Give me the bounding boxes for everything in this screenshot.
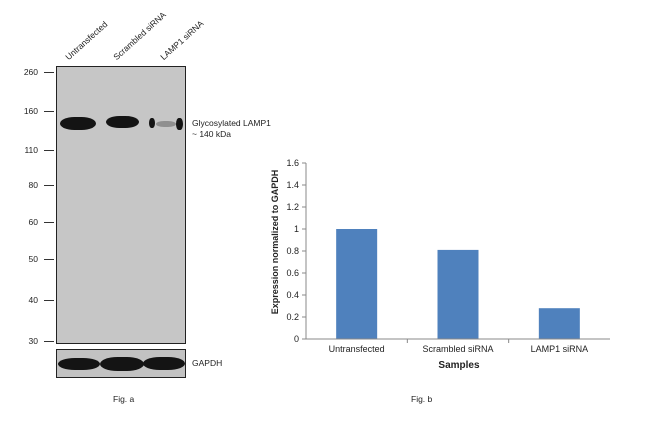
- bar: [538, 308, 580, 339]
- gapdh-band-scrambled-sirna: [100, 357, 144, 371]
- lamp1-blot-panel: [56, 66, 186, 344]
- mw-tick-30: [44, 341, 54, 342]
- band-annotation-name: Glycosylated LAMP1: [192, 118, 271, 128]
- expression-bar-chart: Expression normalized to GAPDH 0 0.2 0.4 0.…: [270, 158, 610, 371]
- x-tick-label: LAMP1 siRNA: [531, 344, 589, 354]
- mw-marker-60: 60: [28, 217, 38, 227]
- y-axis-title-group: Expression normalized to GAPDH: [270, 170, 280, 315]
- mw-tick-60: [44, 222, 54, 223]
- mw-tick-110: [44, 150, 54, 151]
- mw-tick-80: [44, 185, 54, 186]
- bars: [336, 229, 580, 339]
- band-annotation-size: ~ 140 kDa: [192, 129, 231, 139]
- mw-marker-80: 80: [28, 180, 38, 190]
- y-tick-label: 0: [294, 334, 299, 344]
- gapdh-label: GAPDH: [192, 358, 223, 368]
- gapdh-blot-panel: [56, 349, 186, 378]
- mw-tick-50: [44, 259, 54, 260]
- y-tick-label: 1.4: [286, 180, 299, 190]
- mw-marker-260: 260: [23, 67, 38, 77]
- lamp1-band-untransfected: [60, 117, 96, 130]
- lamp1-band-lamp1-sirna-right: [176, 118, 183, 130]
- mw-tick-260: [44, 72, 54, 73]
- lane-label-untransfected: Untransfected: [63, 19, 110, 62]
- lane-label-lamp1-sirna: LAMP1 siRNA: [158, 18, 206, 62]
- mw-marker-50: 50: [28, 254, 38, 264]
- y-tick-label: 1.2: [286, 202, 299, 212]
- y-tick-label: 1: [294, 224, 299, 234]
- lamp1-band-lamp1-sirna-left: [149, 118, 155, 128]
- x-axis-ticks: Untransfected Scrambled siRNA LAMP1 siRNA: [329, 339, 588, 354]
- x-tick-label: Untransfected: [329, 344, 385, 354]
- mw-marker-30: 30: [28, 336, 38, 346]
- gapdh-band-untransfected: [58, 358, 100, 370]
- y-axis-title: Expression normalized to GAPDH: [270, 170, 280, 315]
- figure-b-caption: Fig. b: [411, 394, 433, 404]
- gapdh-band-lamp1-sirna: [143, 357, 185, 370]
- lamp1-band-scrambled-sirna: [106, 116, 139, 128]
- figure-a-caption: Fig. a: [113, 394, 135, 404]
- y-axis-ticks: 0 0.2 0.4 0.6 0.8 1 1.2 1.4 1.6: [286, 158, 306, 344]
- mw-marker-40: 40: [28, 295, 38, 305]
- mw-marker-160: 160: [23, 106, 38, 116]
- y-tick-label: 0.4: [286, 290, 299, 300]
- y-tick-label: 0.2: [286, 312, 299, 322]
- bar: [437, 249, 479, 339]
- mw-marker-110: 110: [24, 145, 38, 155]
- y-tick-label: 1.6: [286, 158, 299, 168]
- lamp1-band-lamp1-sirna-faint: [156, 121, 176, 127]
- bar: [336, 229, 378, 339]
- y-tick-label: 0.8: [286, 246, 299, 256]
- y-tick-label: 0.6: [286, 268, 299, 278]
- x-axis-title: Samples: [438, 360, 480, 371]
- x-tick-label: Scrambled siRNA: [422, 344, 493, 354]
- band-annotation: Glycosylated LAMP1 ~ 140 kDa: [192, 118, 271, 140]
- mw-tick-160: [44, 111, 54, 112]
- mw-tick-40: [44, 300, 54, 301]
